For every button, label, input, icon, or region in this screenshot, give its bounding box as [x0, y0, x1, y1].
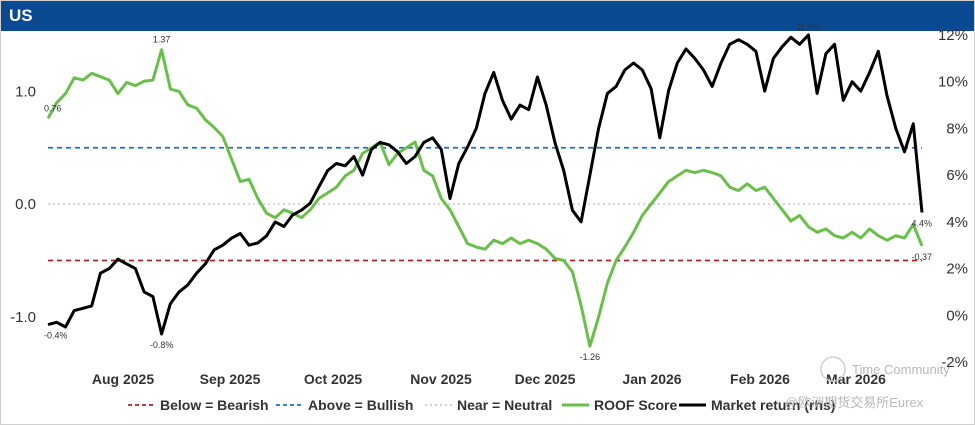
watermark-text: @欧洲期货交易所Eurex [785, 395, 924, 410]
right-tick-label: 0% [946, 307, 968, 324]
x-tick-label: Feb 2026 [730, 371, 790, 387]
x-tick-label: Aug 2025 [92, 371, 154, 387]
data-label: 4.4% [911, 219, 932, 229]
legend-label: Near = Neutral [457, 397, 552, 413]
x-tick-label: Dec 2025 [515, 371, 576, 387]
market-return-line [47, 33, 924, 336]
right-tick-label: -2% [941, 354, 968, 371]
data-label: -0.8% [150, 340, 174, 350]
left-tick-label: 0.0 [15, 196, 36, 213]
x-tick-label: Oct 2025 [304, 371, 363, 387]
x-tick-label: Mar 2026 [826, 371, 886, 387]
watermark-text: Time Community [852, 362, 950, 377]
data-label: -1.26 [580, 352, 601, 362]
x-tick-label: Sep 2025 [200, 371, 261, 387]
x-tick-label: Nov 2025 [410, 371, 472, 387]
right-tick-label: 10% [938, 74, 968, 91]
data-label: 0.76 [44, 103, 62, 113]
chart-title: US [9, 6, 33, 25]
data-label: -0.4% [44, 331, 68, 341]
legend-label: Above = Bullish [308, 397, 413, 413]
watermark-logo-icon [820, 356, 846, 382]
legend-label: Below = Bearish [160, 397, 269, 413]
right-tick-label: 6% [946, 167, 968, 184]
right-tick-label: 12% [938, 27, 968, 44]
left-tick-label: 1.0 [15, 83, 36, 100]
right-tick-label: 2% [946, 261, 968, 278]
right-tick-label: 4% [946, 214, 968, 231]
title-bar: US [1, 1, 974, 31]
legend-label: Market return (rhs) [711, 397, 835, 413]
data-label: -0.37 [911, 252, 932, 262]
data-label: 1.37 [153, 35, 171, 45]
roof-score-line [46, 48, 924, 348]
x-tick-label: Jan 2026 [622, 371, 681, 387]
data-label: 11.9% [796, 22, 821, 32]
left-tick-label: -1.0 [10, 309, 36, 326]
legend-label: ROOF Score [594, 397, 677, 413]
right-tick-label: 8% [946, 120, 968, 137]
